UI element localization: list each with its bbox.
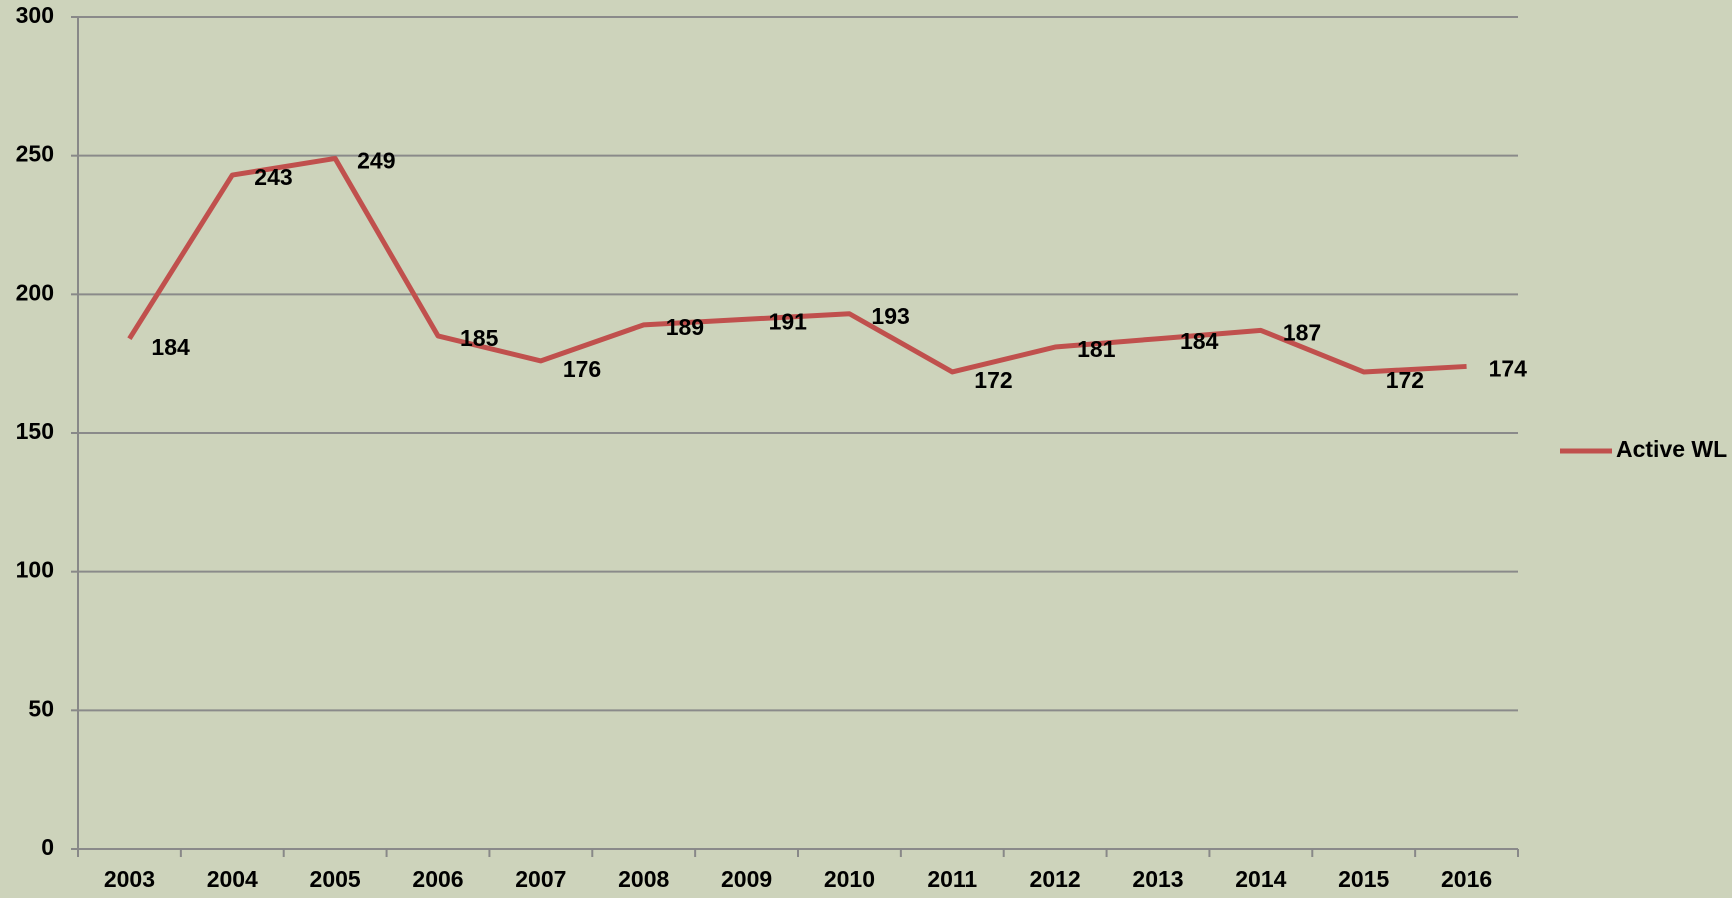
x-tick-label: 2016 (1441, 866, 1492, 892)
x-tick-label: 2004 (207, 866, 258, 892)
x-tick-label: 2003 (104, 866, 155, 892)
x-tick-label: 2011 (927, 866, 977, 892)
data-label: 185 (460, 325, 499, 351)
y-tick-label: 100 (16, 557, 54, 583)
x-tick-label: 2010 (824, 866, 875, 892)
data-label: 184 (1180, 328, 1219, 354)
x-tick-label: 2009 (721, 866, 772, 892)
data-label: 193 (871, 303, 909, 329)
data-label: 189 (666, 314, 704, 340)
x-tick-label: 2012 (1030, 866, 1081, 892)
y-tick-label: 200 (16, 279, 54, 305)
data-label: 187 (1283, 319, 1321, 345)
x-tick-label: 2006 (412, 866, 463, 892)
y-tick-label: 150 (16, 418, 54, 444)
line (127, 155, 1467, 375)
y-tick-label: 0 (41, 834, 54, 860)
data-label: 181 (1077, 336, 1116, 362)
x-tick-label: 2014 (1235, 866, 1286, 892)
data-label: 172 (1386, 367, 1424, 393)
x-tick-label: 2013 (1132, 866, 1183, 892)
data-label: 174 (1489, 356, 1528, 382)
x-tick-label: 2005 (310, 866, 361, 892)
y-tick-label: 50 (28, 695, 54, 721)
data-label: 184 (151, 334, 190, 360)
y-tick-label: 300 (16, 2, 54, 28)
data-label: 172 (974, 367, 1012, 393)
x-tick-label: 2015 (1338, 866, 1389, 892)
data-label: 176 (563, 356, 601, 382)
x-tick-label: 2008 (618, 866, 669, 892)
data-label: 249 (357, 148, 395, 174)
y-tick-label: 250 (16, 141, 54, 167)
data-label: 243 (254, 164, 292, 190)
x-tick-label: 2007 (515, 866, 566, 892)
data-label: 191 (769, 308, 808, 334)
legend-label: Active WL (1616, 436, 1727, 462)
